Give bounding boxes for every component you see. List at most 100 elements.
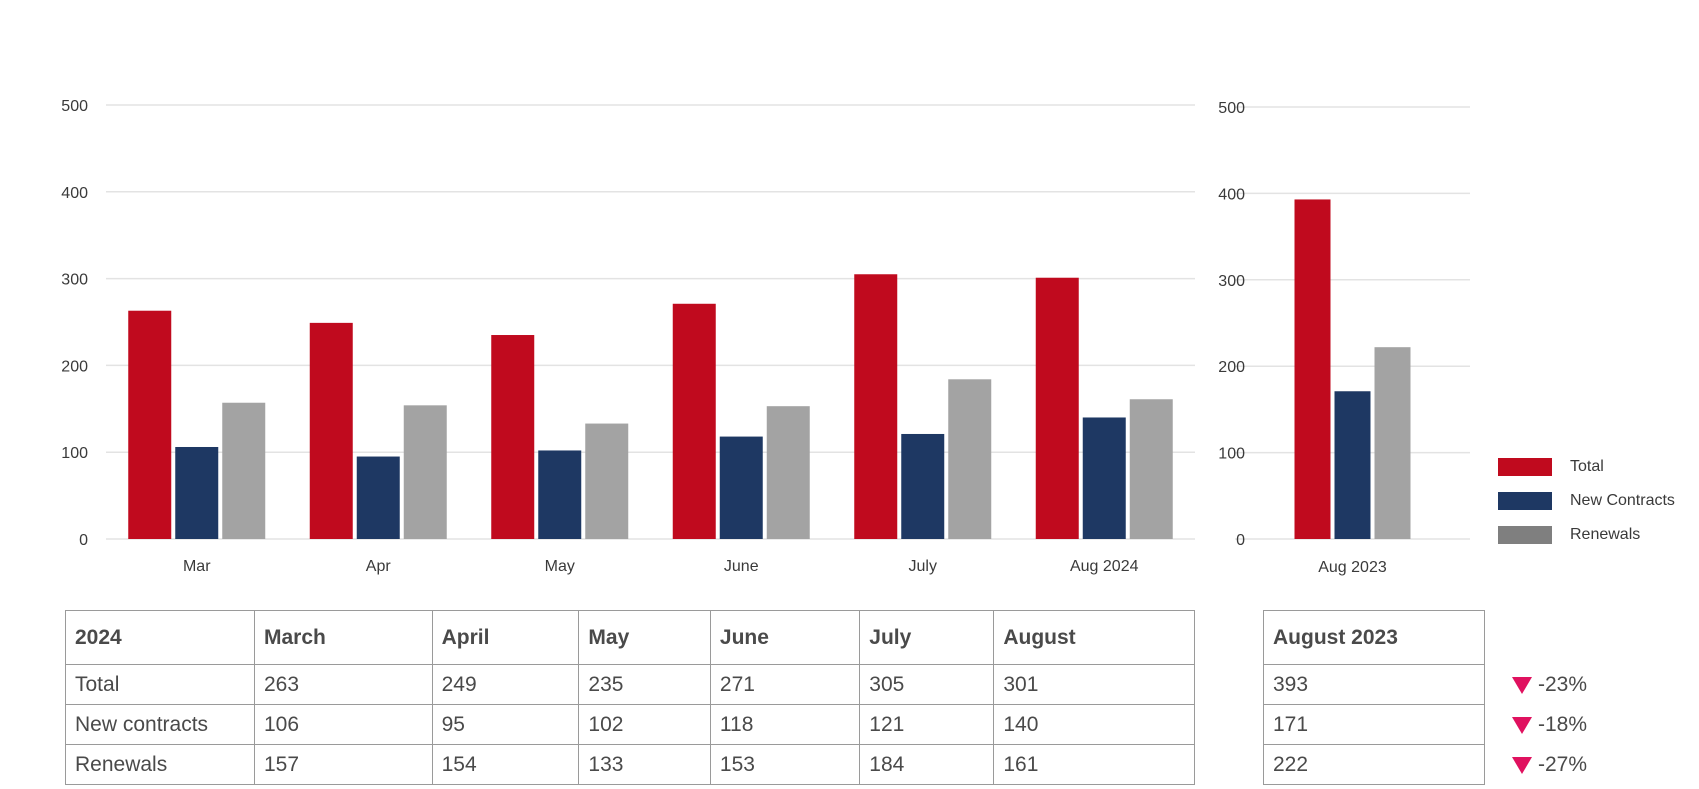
legend-swatch-new-contracts bbox=[1498, 492, 1552, 510]
table-cell: 121 bbox=[859, 704, 995, 745]
table-header-cell: July bbox=[859, 610, 995, 665]
bar-new-contracts bbox=[356, 456, 400, 539]
table-cell: 133 bbox=[578, 744, 711, 785]
table-cell: 171 bbox=[1263, 704, 1485, 745]
bar-total bbox=[672, 303, 716, 539]
bar-total bbox=[491, 335, 535, 539]
down-triangle-icon bbox=[1512, 756, 1532, 774]
bar-renewals bbox=[585, 423, 629, 539]
legend-swatch-renewals bbox=[1498, 526, 1552, 544]
x-category-label: Aug 2023 bbox=[1318, 559, 1387, 576]
legend-item-renewals: Renewals bbox=[1498, 518, 1675, 552]
y-tick-label: 0 bbox=[79, 532, 88, 549]
bar-new-contracts bbox=[1082, 417, 1126, 539]
change-value: -23% bbox=[1538, 673, 1588, 696]
legend-label-renewals: Renewals bbox=[1570, 526, 1641, 543]
table-header-cell: August bbox=[993, 610, 1195, 665]
y-tick-label: 300 bbox=[61, 272, 88, 289]
down-triangle-icon bbox=[1512, 716, 1532, 734]
table-row: Total 263 249 235 271 305 301 bbox=[65, 664, 1195, 705]
y-tick-label: 400 bbox=[1218, 186, 1245, 203]
bar-total bbox=[128, 310, 172, 539]
table-cell: 393 bbox=[1263, 664, 1485, 705]
x-category-label: Aug 2024 bbox=[1070, 558, 1139, 575]
table-cell: Renewals bbox=[65, 744, 255, 785]
bar-renewals bbox=[1374, 347, 1411, 539]
table-row: Renewals 157 154 133 153 184 161 bbox=[65, 744, 1195, 785]
bar-new-contracts bbox=[175, 446, 219, 539]
x-category-label: July bbox=[909, 558, 937, 575]
table-header-row: August 2023 bbox=[1263, 610, 1485, 665]
table-cell: 305 bbox=[859, 664, 995, 705]
x-category-label: Apr bbox=[366, 558, 392, 575]
bar-new-contracts bbox=[719, 436, 763, 539]
table-row: 222 bbox=[1263, 744, 1485, 785]
bar-total bbox=[1294, 199, 1331, 539]
main-bar-chart: 0 100 200 300 400 500 Mar Apr May June July Aug 202… bbox=[61, 98, 1470, 576]
table-cell: 95 bbox=[431, 704, 580, 745]
bar-total bbox=[1035, 277, 1079, 539]
table-header-cell: May bbox=[578, 610, 711, 665]
down-triangle-icon bbox=[1512, 676, 1532, 694]
table-cell: 106 bbox=[254, 704, 433, 745]
legend-label-new-contracts: New Contracts bbox=[1570, 492, 1675, 509]
bar-total bbox=[309, 322, 353, 539]
table-row: New contracts 106 95 102 118 121 140 bbox=[65, 704, 1195, 745]
chart-legend: Total New Contracts Renewals bbox=[1498, 450, 1675, 552]
y-tick-label: 100 bbox=[61, 445, 88, 462]
x-category-label: Mar bbox=[183, 558, 211, 575]
table-cell: 153 bbox=[709, 744, 861, 785]
legend-item-new-contracts: New Contracts bbox=[1498, 484, 1675, 518]
yoy-changes: -23% -18% -27% bbox=[1512, 665, 1587, 785]
table-cell: 154 bbox=[431, 744, 580, 785]
table-cell: 184 bbox=[859, 744, 995, 785]
y-tick-label: 300 bbox=[1218, 273, 1245, 290]
bar-new-contracts bbox=[901, 433, 945, 539]
table-cell: 118 bbox=[709, 704, 861, 745]
change-value: -18% bbox=[1538, 713, 1588, 736]
table-row: 171 bbox=[1263, 704, 1485, 745]
table-cell: 263 bbox=[254, 664, 433, 705]
table-header-cell: April bbox=[431, 610, 580, 665]
table-cell: 235 bbox=[578, 664, 711, 705]
x-category-label: June bbox=[724, 558, 759, 575]
table-cell: 102 bbox=[578, 704, 711, 745]
y-tick-label: 500 bbox=[61, 98, 88, 115]
table-cell: 161 bbox=[993, 744, 1195, 785]
bar-new-contracts bbox=[1334, 391, 1371, 539]
y-tick-label: 200 bbox=[1218, 359, 1245, 376]
change-value: -27% bbox=[1538, 753, 1588, 776]
change-row-total: -23% bbox=[1512, 665, 1587, 705]
y-tick-label: 500 bbox=[1218, 100, 1245, 117]
legend-swatch-total bbox=[1498, 458, 1552, 476]
table-row: 393 bbox=[1263, 664, 1485, 705]
x-category-label: May bbox=[545, 558, 575, 575]
legend-item-total: Total bbox=[1498, 450, 1675, 484]
bar-renewals bbox=[766, 406, 810, 539]
data-table-aug-2023: August 2023 393 171 222 bbox=[1263, 610, 1485, 785]
table-header-cell: August 2023 bbox=[1263, 610, 1485, 665]
bar-total bbox=[854, 274, 898, 539]
y-tick-label: 400 bbox=[61, 185, 88, 202]
change-row-renewals: -27% bbox=[1512, 745, 1587, 785]
table-header-cell: 2024 bbox=[65, 610, 255, 665]
table-cell: 271 bbox=[709, 664, 861, 705]
data-table-2024: 2024 March April May June July August To… bbox=[65, 610, 1195, 785]
table-header-row: 2024 March April May June July August bbox=[65, 610, 1195, 665]
y-tick-label: 0 bbox=[1236, 532, 1245, 549]
y-tick-label: 200 bbox=[61, 358, 88, 375]
table-cell: 249 bbox=[431, 664, 580, 705]
bar-new-contracts bbox=[538, 450, 582, 539]
table-cell: 140 bbox=[993, 704, 1195, 745]
bar-renewals bbox=[222, 402, 266, 539]
legend-label-total: Total bbox=[1570, 458, 1604, 475]
table-cell: 222 bbox=[1263, 744, 1485, 785]
bar-renewals bbox=[948, 379, 992, 539]
y-tick-label: 100 bbox=[1218, 446, 1245, 463]
table-cell: Total bbox=[65, 664, 255, 705]
bar-renewals bbox=[403, 405, 447, 539]
change-row-new-contracts: -18% bbox=[1512, 705, 1587, 745]
table-header-cell: March bbox=[254, 610, 433, 665]
table-header-cell: June bbox=[709, 610, 861, 665]
table-cell: New contracts bbox=[65, 704, 255, 745]
